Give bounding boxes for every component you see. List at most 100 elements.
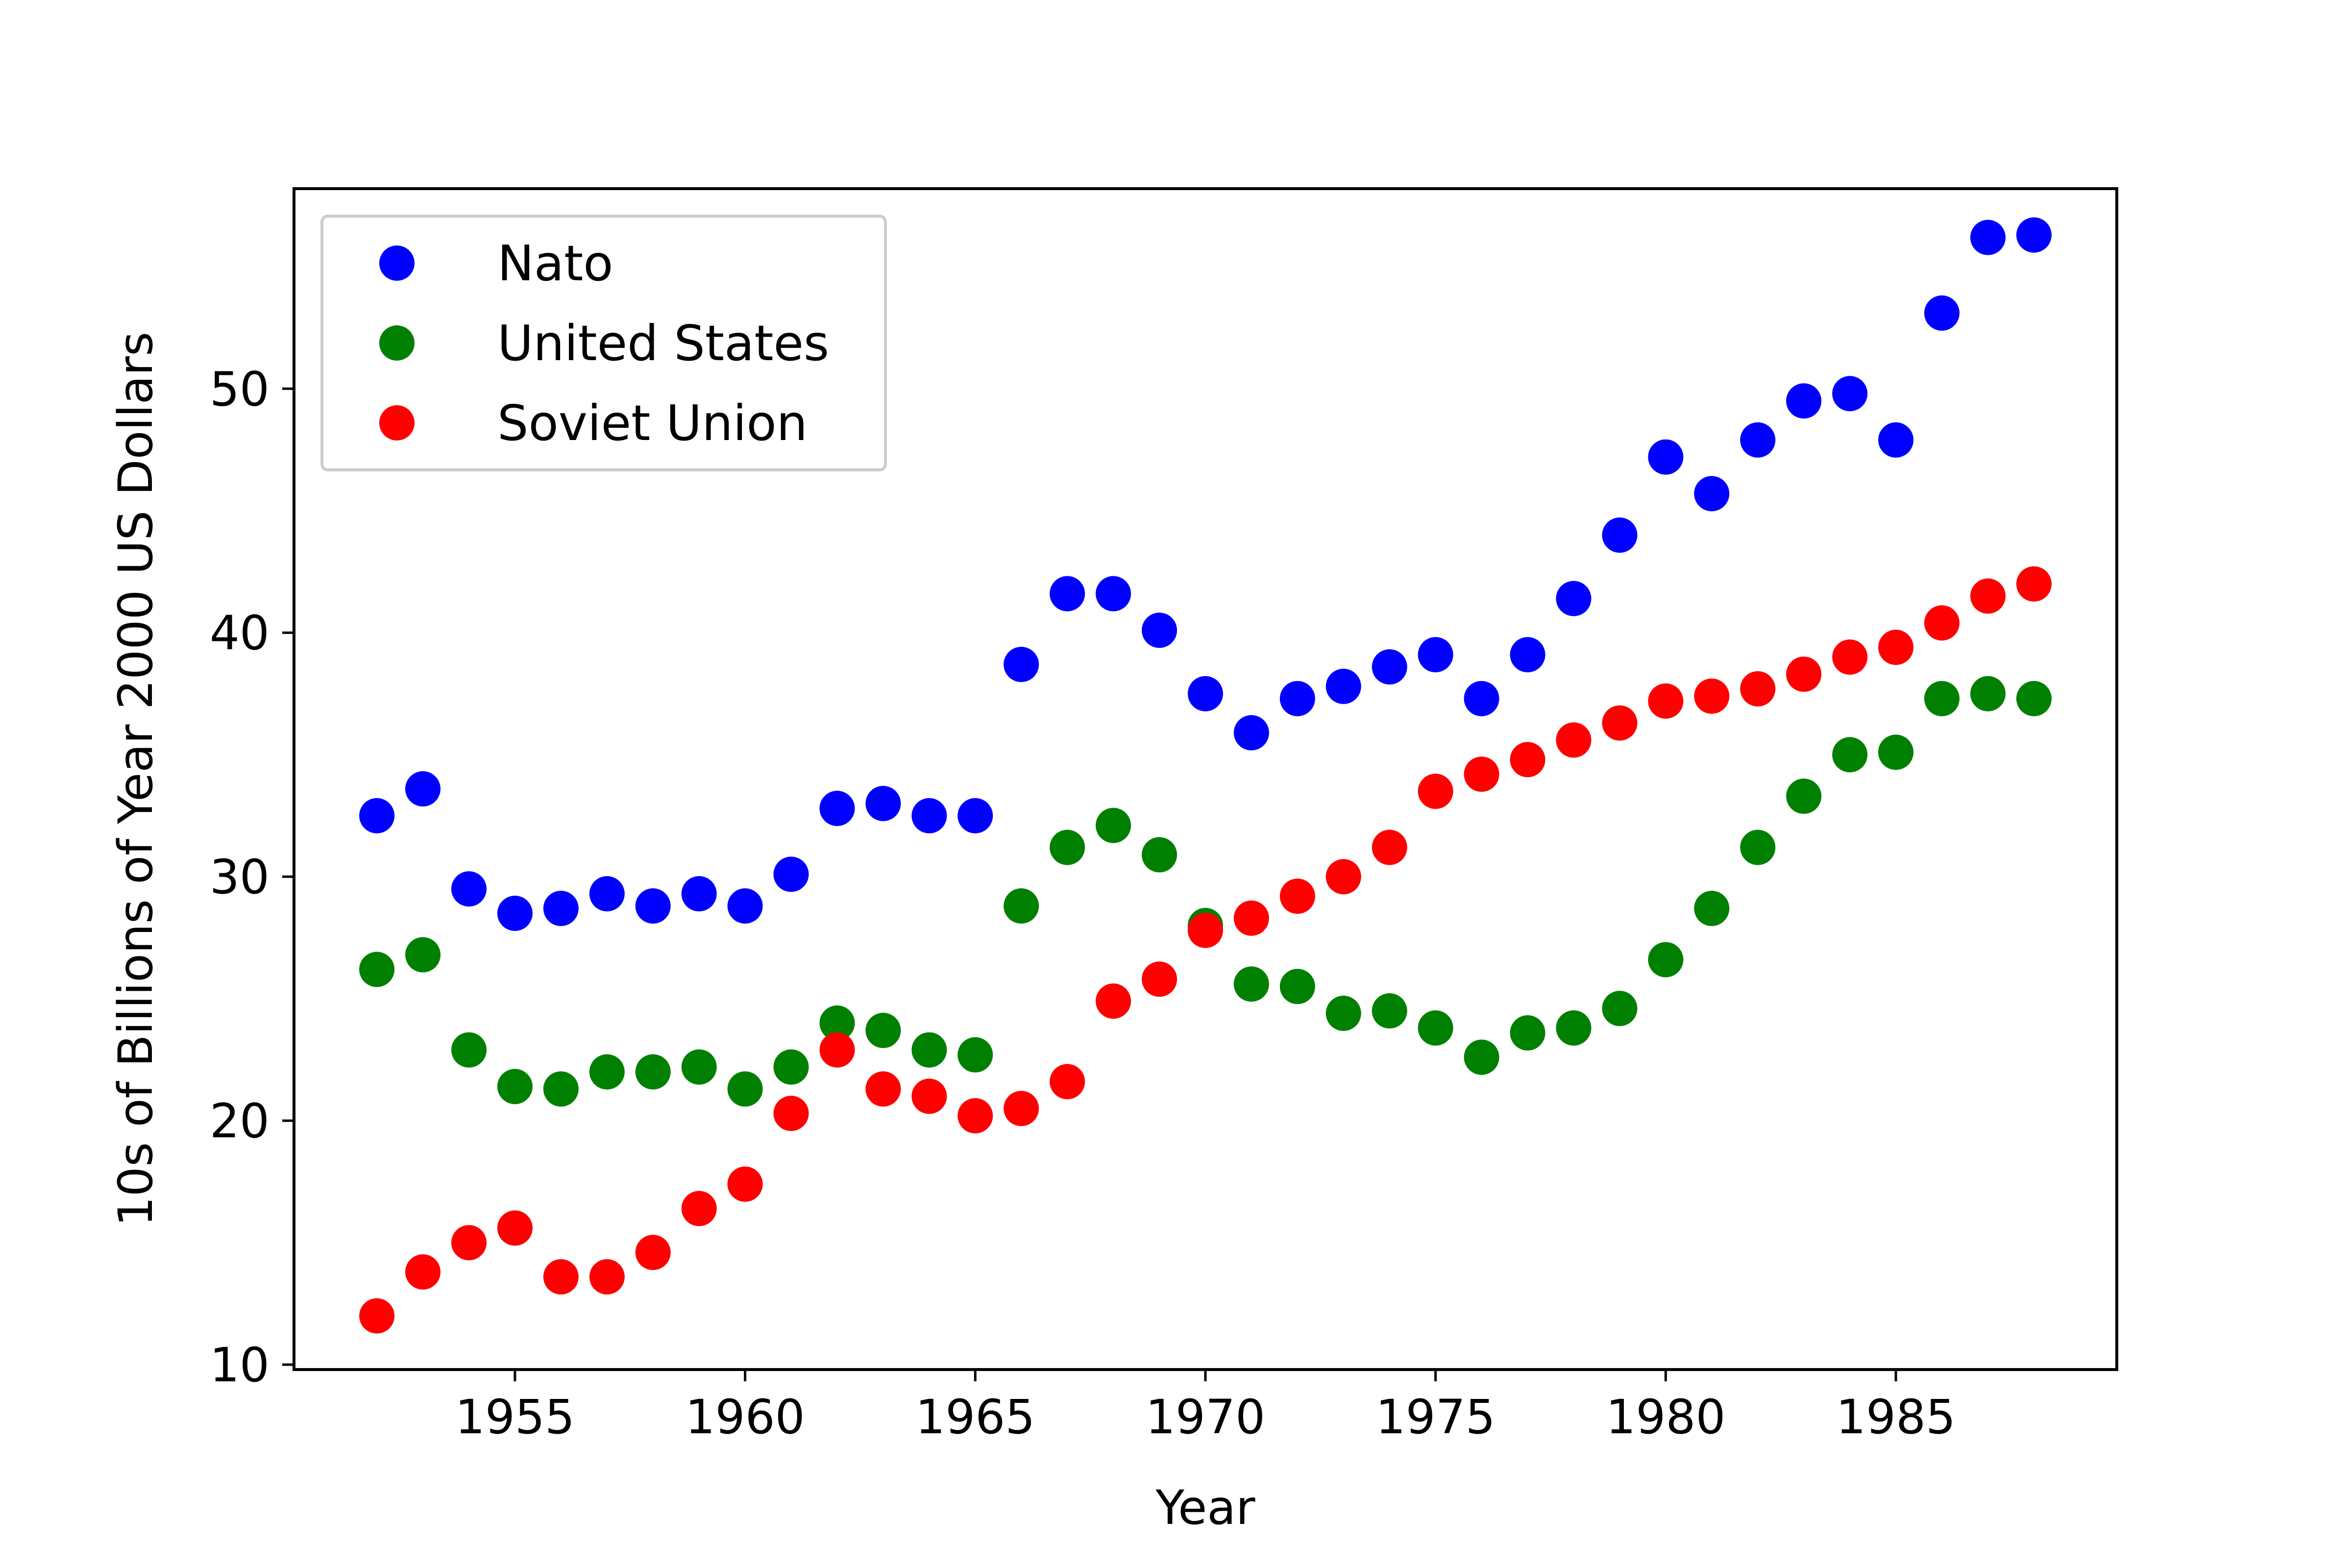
point-soviet-union	[1556, 722, 1592, 758]
point-nato	[1372, 649, 1407, 685]
legend: Nato United States Soviet Union	[320, 215, 887, 471]
x-axis-ticks: 1955 1960 1965 1970 1975 1980 1985	[455, 1370, 1956, 1445]
point-united-states	[957, 1037, 993, 1073]
point-soviet-union	[681, 1191, 717, 1226]
point-soviet-union	[1694, 678, 1730, 714]
point-nato	[1740, 422, 1776, 458]
point-united-states	[1464, 1039, 1499, 1075]
legend-marker-united-states	[379, 325, 415, 361]
point-soviet-union	[589, 1259, 625, 1295]
point-united-states	[681, 1049, 717, 1085]
point-nato	[1878, 422, 1914, 458]
y-tick-label: 20	[210, 1094, 270, 1149]
point-soviet-union	[1418, 773, 1453, 809]
point-united-states	[1878, 735, 1914, 770]
x-tick-label: 1965	[915, 1390, 1035, 1445]
point-nato	[1418, 637, 1453, 673]
point-united-states	[1786, 778, 1822, 814]
point-nato	[359, 798, 395, 833]
point-soviet-union	[405, 1254, 441, 1290]
legend-label-united-states: United States	[497, 315, 829, 372]
point-soviet-union	[1648, 683, 1684, 719]
point-soviet-union	[2016, 566, 2052, 602]
point-nato	[543, 890, 579, 926]
point-united-states	[1648, 942, 1684, 978]
point-united-states	[1556, 1010, 1592, 1046]
point-soviet-union	[451, 1225, 487, 1261]
point-united-states	[1740, 830, 1776, 865]
point-united-states	[911, 1032, 947, 1068]
y-tick-label: 40	[210, 606, 270, 661]
point-soviet-union	[1510, 742, 1545, 778]
x-tick-label: 1970	[1146, 1390, 1265, 1445]
y-axis-ticks: 10 20 30 40 50	[210, 362, 294, 1393]
point-nato	[1050, 576, 1085, 612]
point-soviet-union	[1786, 656, 1822, 692]
legend-frame	[320, 215, 887, 471]
point-soviet-union	[1740, 671, 1776, 707]
point-united-states	[1602, 991, 1638, 1027]
point-soviet-union	[543, 1259, 579, 1295]
point-soviet-union	[1142, 961, 1177, 997]
point-soviet-union	[1924, 605, 1960, 641]
point-united-states	[589, 1054, 625, 1090]
point-nato	[773, 857, 809, 892]
point-nato	[1556, 581, 1592, 616]
point-nato	[865, 785, 901, 821]
x-axis-label: Year	[1155, 1480, 1255, 1535]
point-united-states	[727, 1071, 763, 1107]
point-nato	[1325, 668, 1361, 704]
x-tick-label: 1975	[1376, 1390, 1495, 1445]
point-nato	[1924, 295, 1960, 331]
point-united-states	[865, 1012, 901, 1048]
point-united-states	[405, 937, 441, 973]
point-soviet-union	[1878, 630, 1914, 665]
point-nato	[1648, 439, 1684, 475]
y-tick-label: 30	[210, 850, 270, 905]
point-united-states	[1325, 996, 1361, 1031]
point-nato	[1279, 681, 1315, 716]
point-soviet-union	[1832, 639, 1868, 675]
point-soviet-union	[359, 1298, 395, 1334]
point-nato	[1233, 715, 1269, 751]
legend-label-soviet-union: Soviet Union	[497, 394, 808, 452]
point-soviet-union	[1279, 879, 1315, 914]
point-united-states	[451, 1032, 487, 1068]
point-united-states	[1142, 837, 1177, 873]
x-tick-label: 1985	[1836, 1390, 1956, 1445]
point-nato	[1004, 647, 1039, 682]
point-nato	[1832, 376, 1868, 412]
point-soviet-union	[497, 1210, 533, 1246]
y-tick-label: 10	[210, 1338, 270, 1393]
point-soviet-union	[727, 1166, 763, 1202]
point-soviet-union	[1970, 578, 2006, 614]
point-nato	[1970, 220, 2006, 255]
point-nato	[911, 798, 947, 833]
x-tick-label: 1960	[685, 1390, 805, 1445]
point-nato	[635, 888, 671, 924]
point-united-states	[1832, 737, 1868, 773]
point-soviet-union	[819, 1032, 855, 1068]
point-nato	[1142, 612, 1177, 648]
legend-label-nato: Nato	[497, 235, 613, 292]
legend-marker-soviet-union	[379, 405, 415, 441]
point-united-states	[819, 1005, 855, 1041]
x-tick-label: 1980	[1606, 1390, 1725, 1445]
point-soviet-union	[1096, 983, 1131, 1019]
point-soviet-union	[1464, 757, 1499, 792]
point-nato	[405, 771, 441, 807]
point-united-states	[359, 952, 395, 987]
point-united-states	[1096, 808, 1131, 843]
point-united-states	[1510, 1015, 1545, 1051]
x-tick-label: 1955	[455, 1390, 575, 1445]
point-united-states	[1279, 969, 1315, 1004]
point-nato	[681, 876, 717, 911]
point-soviet-union	[911, 1078, 947, 1114]
point-nato	[1694, 476, 1730, 512]
point-united-states	[1418, 1010, 1453, 1046]
series-soviet-union	[359, 566, 2052, 1334]
point-soviet-union	[1325, 859, 1361, 895]
point-soviet-union	[635, 1235, 671, 1270]
point-nato	[1188, 676, 1223, 711]
